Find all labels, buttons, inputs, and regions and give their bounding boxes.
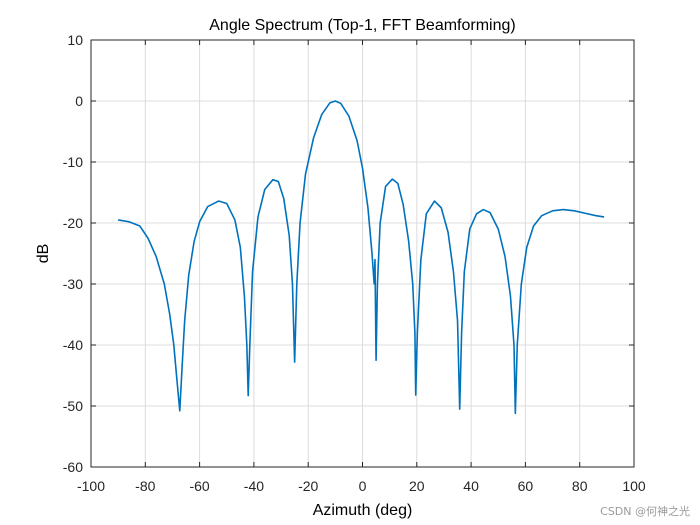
series-group [118, 100, 605, 415]
watermark: CSDN @何神之光 [600, 505, 690, 518]
x-tick-label: 100 [622, 478, 646, 494]
x-tick-label: 0 [359, 478, 367, 494]
y-tick-label: 0 [75, 93, 83, 109]
y-tick-label: -60 [63, 459, 83, 475]
x-tick-label: -80 [135, 478, 155, 494]
y-tick-label: -20 [63, 215, 83, 231]
y-tick-label: -30 [63, 276, 83, 292]
x-tick-label: -100 [77, 478, 105, 494]
x-tick-label: -20 [298, 478, 318, 494]
x-tick-label: -40 [244, 478, 264, 494]
y-tick-label: 10 [67, 32, 83, 48]
y-tick-label: -50 [63, 398, 83, 414]
ticks: -100 -80 -60 -40 -20 0 20 40 60 80 100100-10-20-30… [63, 32, 646, 494]
x-tick-label: 80 [572, 478, 588, 494]
y-tick-label: -40 [63, 337, 83, 353]
x-tick-label: -60 [189, 478, 209, 494]
x-axis-label: Azimuth (deg) [313, 502, 413, 519]
chart-title: Angle Spectrum (Top-1, FFT Beamforming) [209, 17, 515, 34]
series-line [118, 100, 605, 415]
y-axis-label: dB [35, 244, 52, 264]
x-tick-label: 20 [409, 478, 425, 494]
y-tick-label: -10 [63, 154, 83, 170]
x-tick-label: 40 [463, 478, 479, 494]
x-tick-label: 60 [518, 478, 534, 494]
